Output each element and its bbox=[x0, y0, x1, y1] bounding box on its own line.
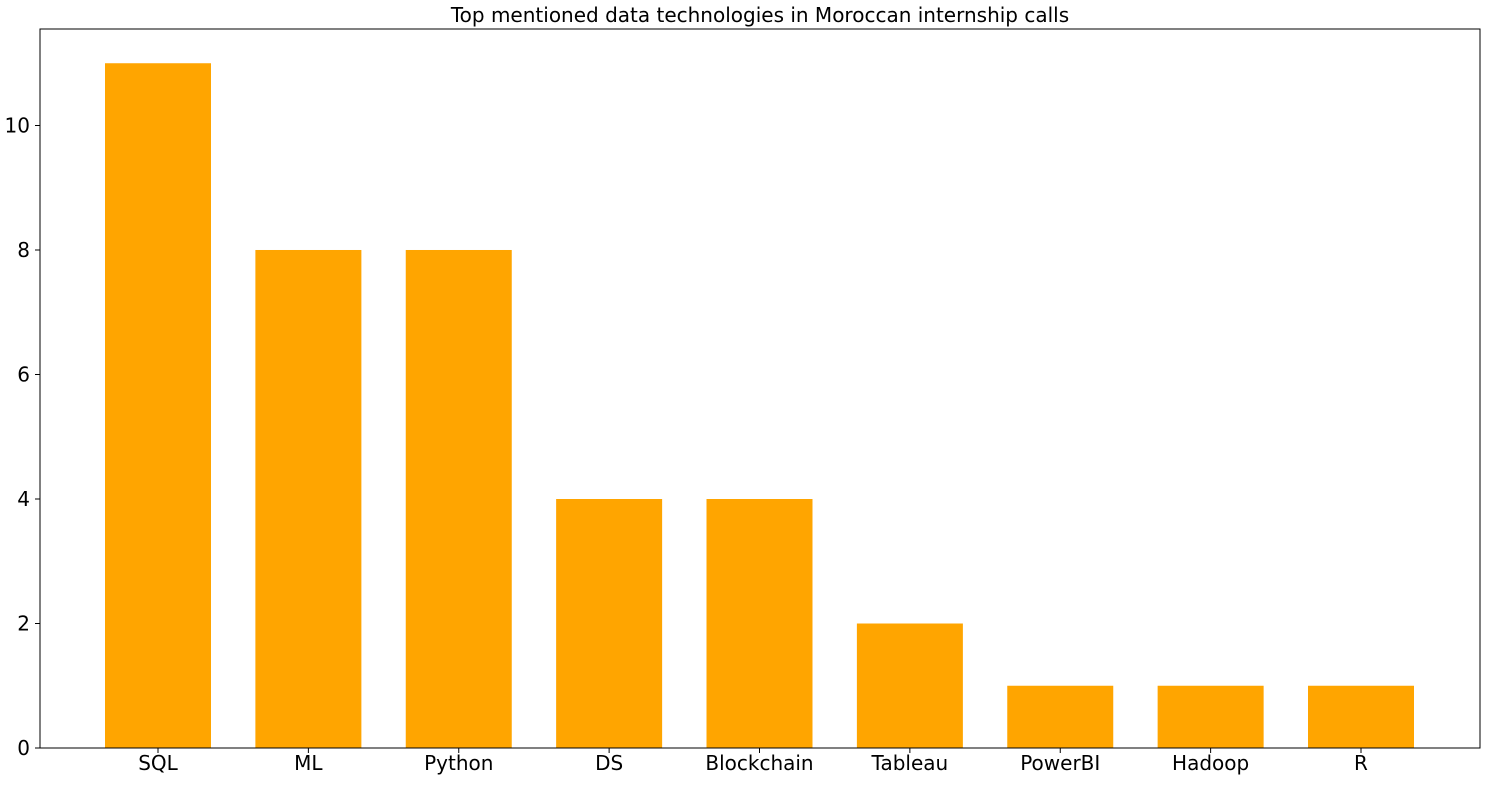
bar-r bbox=[1308, 685, 1414, 748]
y-tick-label: 8 bbox=[17, 238, 30, 262]
y-tick-label: 10 bbox=[5, 113, 30, 137]
y-tick-label: 2 bbox=[17, 611, 30, 635]
x-tick-label: Blockchain bbox=[705, 751, 813, 775]
x-tick-label: PowerBI bbox=[1020, 751, 1100, 775]
x-tick-label: Hadoop bbox=[1172, 751, 1249, 775]
x-tick-label: ML bbox=[294, 751, 323, 775]
y-tick-label: 0 bbox=[17, 736, 30, 760]
y-tick-label: 6 bbox=[17, 362, 30, 386]
x-tick-label: Tableau bbox=[871, 751, 949, 775]
x-tick-label: R bbox=[1354, 751, 1368, 775]
x-tick-label: Python bbox=[424, 751, 493, 775]
x-axis-ticks: SQL ML Python DS Blockchain Tableau PowerBI Had… bbox=[138, 748, 1368, 775]
chart-title: Top mentioned data technologies in Moroc… bbox=[450, 3, 1069, 27]
bar-blockchain bbox=[706, 499, 813, 748]
bar-tableau bbox=[856, 623, 963, 748]
bar-sql bbox=[105, 63, 211, 749]
bar-ds bbox=[556, 499, 663, 748]
bars-group bbox=[105, 63, 1414, 749]
bar-ml bbox=[255, 249, 362, 749]
y-tick-label: 4 bbox=[17, 487, 30, 511]
bar-hadoop bbox=[1157, 685, 1264, 748]
x-tick-label: DS bbox=[595, 751, 623, 775]
bar-powerbi bbox=[1007, 685, 1114, 748]
axes-frame bbox=[39, 28, 1481, 749]
bar-python bbox=[405, 249, 512, 749]
y-axis-ticks: 0 2 4 6 8 10 bbox=[5, 113, 40, 760]
x-tick-label: SQL bbox=[138, 751, 178, 775]
